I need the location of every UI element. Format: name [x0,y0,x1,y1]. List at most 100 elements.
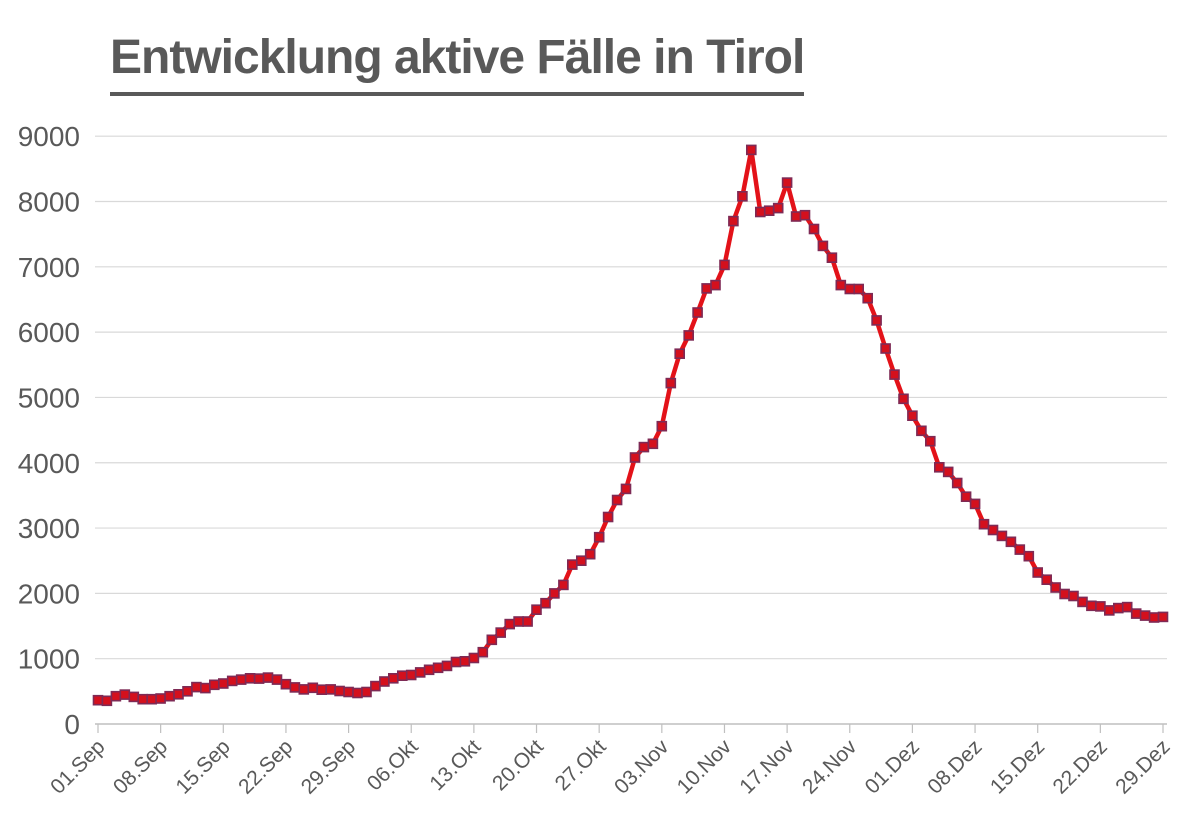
x-tick-label-15.Dez: 15.Dez [986,735,1049,798]
data-point-marker [960,491,972,503]
data-point-marker [182,685,193,697]
data-point-marker [280,678,292,690]
x-tick-label-24.Nov: 24.Nov [798,735,862,799]
data-point-marker [942,466,954,478]
data-point-marker [1095,601,1106,612]
data-point-marker [146,693,157,705]
data-point-marker [620,483,632,495]
data-point-marker [468,652,480,664]
data-point-marker [423,664,435,676]
x-tick-label-03.Nov: 03.Nov [610,735,674,799]
data-point-marker [674,348,686,360]
data-point-marker [710,279,721,291]
x-tick-label-10.Nov: 10.Nov [673,735,737,799]
data-point-marker [701,283,712,294]
data-point-marker [155,693,166,704]
data-point-marker [137,693,148,705]
data-point-marker [862,292,874,304]
data-point-marker [325,684,337,695]
data-point-marker [754,206,766,218]
data-point-marker [835,279,847,291]
data-point-marker [880,343,891,354]
x-tick-label-08.Dez: 08.Dez [923,735,986,798]
data-point-marker [790,211,802,222]
data-point-marker [226,675,238,687]
data-point-marker [799,209,811,221]
data-point-marker [898,393,909,405]
data-point-marker [692,307,703,318]
x-tick-label-01.Dez: 01.Dez [861,735,924,798]
data-point-marker [307,682,319,694]
data-point-marker [1032,567,1043,578]
data-point-marker [1014,544,1026,555]
data-point-marker [665,377,677,389]
data-point-marker [486,634,498,646]
data-point-marker [817,240,829,252]
data-point-marker [432,662,444,674]
data-point-marker [289,682,301,693]
data-point-marker [611,494,623,506]
data-point-marker [361,686,372,698]
data-point-marker [128,691,140,703]
data-point-marker [1068,590,1079,602]
data-point-marker [1023,550,1035,562]
data-point-marker [1059,588,1070,600]
data-point-marker [593,531,605,543]
y-tick-label-1000: 1000 [18,644,80,675]
data-point-marker [298,684,310,695]
x-tick-label-29.Dez: 29.Dez [1111,735,1174,798]
data-point-marker [173,688,184,700]
data-point-marker [110,690,122,702]
y-tick-label-9000: 9000 [18,121,80,152]
data-point-marker [566,559,578,570]
data-point-marker [92,694,104,706]
data-point-marker [969,498,981,510]
data-point-marker [602,511,614,523]
data-point-marker [343,686,354,698]
data-point-marker [853,283,865,295]
data-point-marker [218,678,229,689]
y-tick-label-0: 0 [64,709,80,740]
data-point-marker [164,690,175,702]
y-tick-label-4000: 4000 [18,448,80,479]
x-tick-label-13.Okt: 13.Okt [425,735,485,795]
data-point-marker [889,369,900,380]
data-point-marker [549,588,560,599]
data-point-marker [531,604,542,616]
data-point-marker [379,676,390,687]
data-point-marker [191,681,202,693]
data-point-marker [916,425,927,437]
data-point-marker [844,283,856,295]
data-point-marker [540,597,551,609]
data-point-marker [441,660,453,672]
data-point-marker [119,689,131,700]
data-point-marker [638,441,650,453]
data-point-marker [1113,602,1124,614]
data-point-marker [405,669,417,681]
data-point-marker [629,452,641,463]
x-tick-label-08.Sep: 08.Sep [109,735,172,798]
data-point-marker [871,315,882,326]
data-point-marker [1086,600,1097,612]
x-tick-label-01.Sep: 01.Sep [46,735,109,798]
data-point-marker [414,667,426,678]
data-point-marker [450,656,462,668]
data-point-marker [477,646,489,658]
data-point-marker [1130,608,1142,619]
data-point-marker [316,684,328,696]
data-point-marker [808,223,820,235]
data-point-marker [907,410,918,422]
x-tick-label-20.Okt: 20.Okt [488,735,548,795]
data-point-marker [781,177,793,188]
data-point-marker [728,215,739,227]
y-tick-label-2000: 2000 [18,578,80,609]
data-point-marker [933,461,945,473]
data-point-marker [826,252,838,263]
data-point-marker [1148,612,1160,623]
chart-title: Entwicklung aktive Fälle in Tirol [110,30,805,96]
data-point-marker [1157,611,1169,623]
y-tick-label-3000: 3000 [18,513,80,544]
x-tick-label-06.Okt: 06.Okt [363,735,423,795]
